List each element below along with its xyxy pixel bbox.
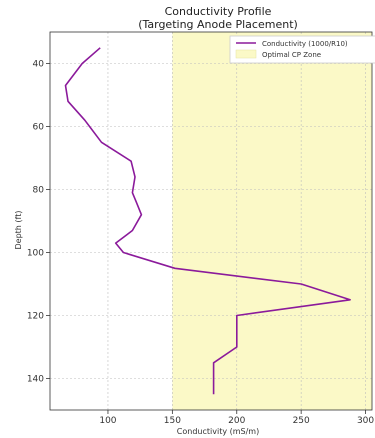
y-axis-label: Depth (ft) — [14, 211, 23, 250]
tick-layer: 100 150 200 250 300 40 60 80 100 120 140 — [27, 60, 375, 427]
cp-zone-band — [172, 32, 372, 410]
y-tick-label: 120 — [27, 312, 44, 322]
y-tick-label: 80 — [33, 186, 45, 196]
legend-zone-swatch — [235, 49, 257, 59]
x-tick-label: 150 — [164, 416, 181, 426]
chart-title: Conductivity Profile — [165, 5, 272, 18]
y-tick-label: 100 — [27, 249, 44, 259]
zone-layer — [172, 32, 372, 410]
x-tick-label: 250 — [293, 416, 310, 426]
x-tick-label: 100 — [99, 416, 116, 426]
series-layer — [64, 47, 351, 395]
x-tick-label: 200 — [228, 416, 245, 426]
plot-frame — [49, 31, 373, 411]
legend-series-label: Conductivity (1000/R10) — [262, 40, 348, 48]
y-tick-label: 40 — [33, 60, 45, 70]
legend-box — [229, 35, 375, 64]
y-tick-label: 60 — [33, 123, 45, 133]
legend: Conductivity (1000/R10) Optimal CP Zone — [229, 35, 375, 64]
legend-zone-label: Optimal CP Zone — [262, 51, 321, 59]
y-tick-label: 140 — [27, 375, 44, 385]
x-axis-label: Conductivity (mS/m) — [177, 427, 259, 436]
series-line-conductivity — [64, 47, 351, 395]
grid-layer — [50, 32, 372, 410]
chart-subtitle: (Targeting Anode Placement) — [138, 18, 298, 31]
x-tick-label: 300 — [357, 416, 374, 426]
